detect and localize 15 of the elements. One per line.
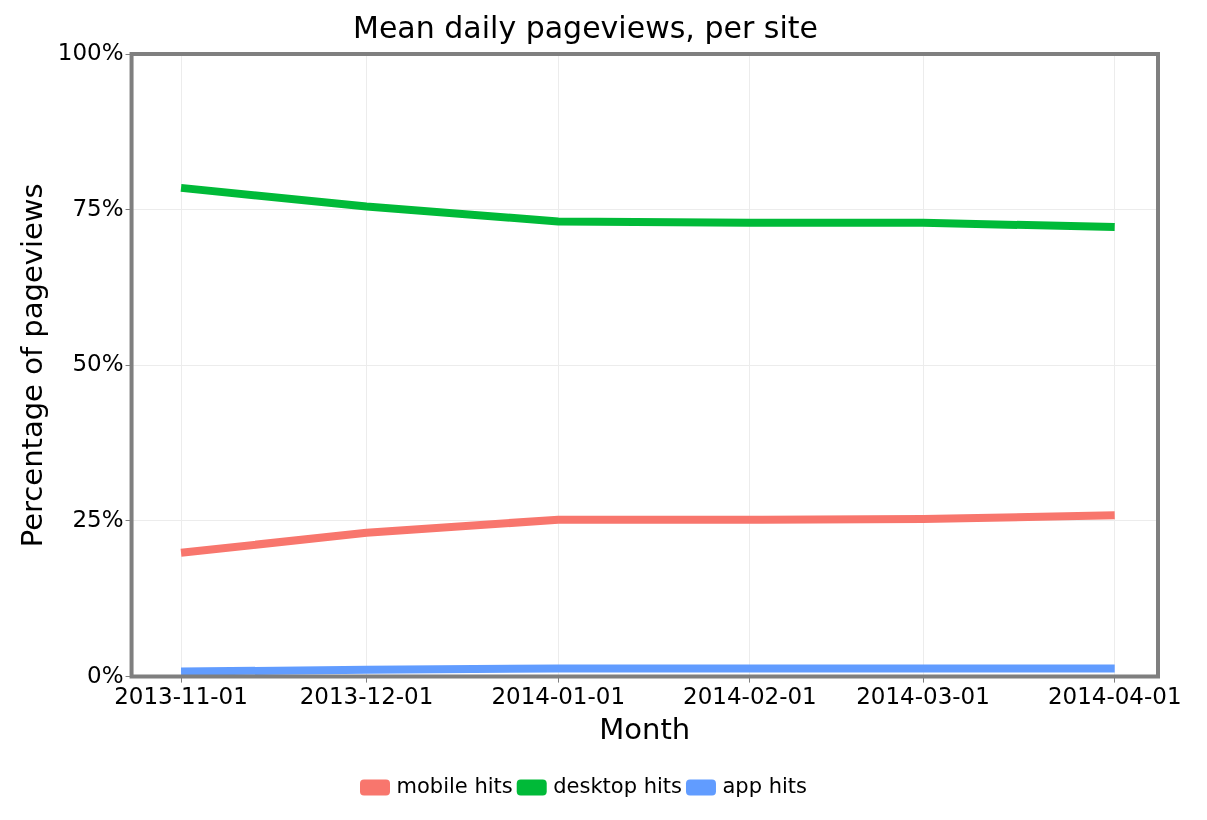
y-axis-title: Percentage of pageviews (14, 183, 49, 548)
chart-title: Mean daily pageviews, per site (353, 9, 818, 45)
y-tick-label: 75% (72, 194, 124, 221)
x-axis-title: Month (599, 712, 691, 747)
x-tick-label: 2014-01-01 (491, 683, 626, 710)
legend-label: mobile hits (396, 773, 513, 798)
y-tick-label: 25% (72, 505, 124, 532)
x-tick-label: 2014-04-01 (1047, 683, 1182, 710)
legend-label: desktop hits (553, 773, 682, 798)
x-tick-label: 2014-02-01 (683, 683, 817, 710)
y-tick-label: 50% (72, 350, 124, 377)
legend-label: app hits (722, 773, 808, 798)
y-tick-label: 100% (57, 38, 124, 65)
x-tick-label: 2013-12-01 (299, 683, 434, 710)
x-tick-label: 2014-03-01 (856, 683, 990, 710)
